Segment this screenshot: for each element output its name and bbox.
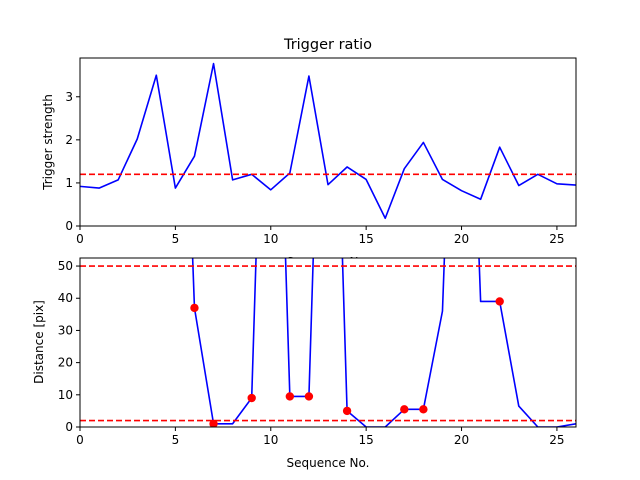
x-tick-label: 20: [454, 232, 469, 246]
x-tick-label: 5: [172, 433, 180, 447]
data-marker: [285, 392, 295, 401]
data-marker: [419, 405, 428, 414]
y-tick-label: 30: [58, 323, 73, 337]
trigger-ratio-y-axis-label: Trigger strength: [41, 94, 55, 191]
distance-x-axis-label: Sequence No.: [287, 456, 370, 470]
distance-frame: [79, 257, 577, 428]
data-marker: [209, 419, 218, 427]
y-tick-label: 0: [65, 420, 73, 434]
distance-plot-area: [80, 258, 576, 427]
x-tick-label: 15: [359, 232, 374, 246]
data-marker: [400, 405, 409, 414]
y-tick-label: 0: [65, 219, 73, 233]
trigger-ratio-plot-area: [80, 62, 576, 220]
data-marker: [247, 393, 256, 403]
x-tick-label: 25: [549, 232, 564, 246]
trigger-ratio-frame: [79, 57, 577, 227]
x-tick-label: 25: [549, 433, 564, 447]
distance-ticks: 0 5 10 15 20 25 0 10 20 30 40 50: [58, 259, 565, 447]
y-tick-label: 3: [65, 90, 73, 104]
distance-background: [80, 258, 576, 427]
chart-title: Trigger ratio: [283, 37, 372, 53]
x-tick-label: 5: [172, 232, 180, 246]
x-tick-label: 10: [263, 433, 278, 447]
data-marker: [190, 303, 199, 313]
x-tick-label: 15: [359, 433, 374, 447]
distance-axes: 0 5 10 15 20 25 0 10 20 30 40 50 Distance [pix] Seq…: [32, 257, 577, 470]
x-tick-label: 10: [263, 232, 278, 246]
y-tick-label: 50: [58, 259, 73, 273]
series-line-0: [191, 258, 576, 427]
data-marker: [342, 406, 352, 416]
x-tick-label: 0: [76, 433, 84, 447]
x-tick-label: 20: [454, 433, 469, 447]
y-tick-label: 20: [58, 356, 73, 370]
y-tick-label: 40: [58, 291, 73, 305]
y-tick-label: 1: [65, 176, 73, 190]
y-tick-label: 10: [58, 388, 73, 402]
data-marker: [495, 297, 504, 306]
trigger-ratio-ticks: 0 5 10 15 20 25 0 1 2 3: [65, 90, 564, 246]
series-line-0: [80, 62, 576, 220]
data-marker: [304, 392, 314, 401]
distance-y-axis-label: Distance [pix]: [32, 300, 46, 384]
x-tick-label: 0: [76, 232, 84, 246]
y-tick-label: 2: [65, 133, 73, 147]
